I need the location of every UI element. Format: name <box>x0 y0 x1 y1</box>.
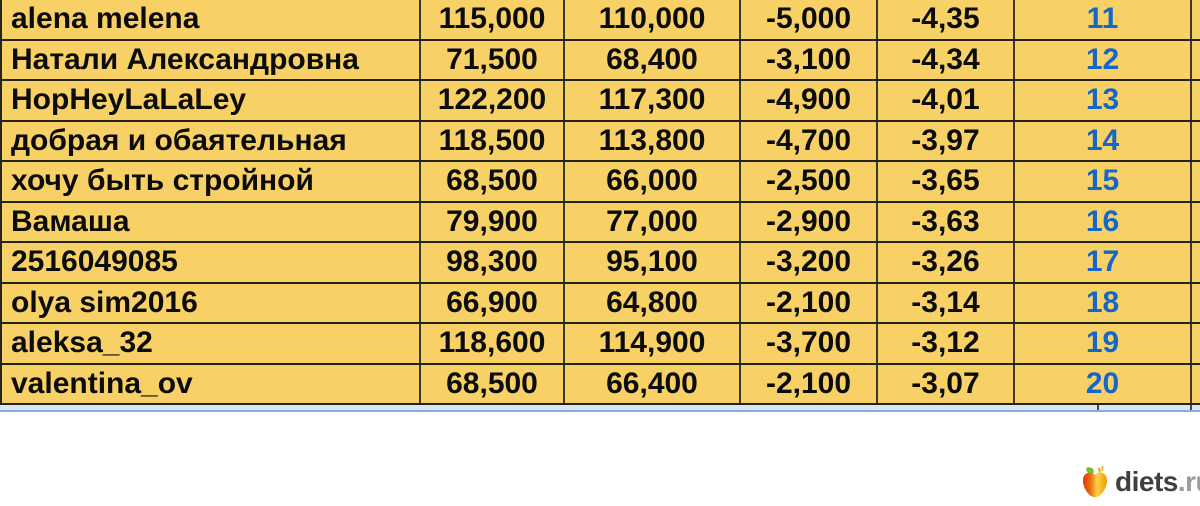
cell-percent: -3,07 <box>878 364 1015 403</box>
cell-value-1: 79,900 <box>421 202 565 241</box>
cell-username: хочу быть стройной <box>0 162 421 201</box>
cell-value-2: 110,000 <box>565 0 741 39</box>
cell-value-1: 98,300 <box>421 243 565 282</box>
cell-value-2: 95,100 <box>565 243 741 282</box>
cell-percent: -4,34 <box>878 40 1015 79</box>
cell-change: -3,700 <box>741 324 878 363</box>
cell-rank: 16 <box>1015 202 1192 241</box>
cell-rank: 11 <box>1015 0 1192 39</box>
cell-edge-sliver <box>1192 122 1200 161</box>
cell-username: добрая и обаятельная <box>0 121 421 160</box>
cell-username: valentina_ov <box>0 364 421 403</box>
cell-percent: -3,97 <box>878 121 1015 160</box>
cell-value-2: 68,400 <box>565 40 741 79</box>
cell-value-1: 115,000 <box>421 0 565 39</box>
cell-value-1: 68,500 <box>421 162 565 201</box>
cell-rank: 13 <box>1015 81 1192 120</box>
cell-value-1: 122,200 <box>421 81 565 120</box>
logo-wordmark: diets.ru <box>1115 468 1200 496</box>
table-row: aleksa_32 118,600 114,900 -3,700 -3,12 1… <box>0 324 1200 365</box>
column-border-tick <box>1097 405 1099 410</box>
cell-change: -2,500 <box>741 162 878 201</box>
cell-value-2: 66,000 <box>565 162 741 201</box>
cell-percent: -4,01 <box>878 81 1015 120</box>
cell-username: olya sim2016 <box>0 283 421 322</box>
table-row: хочу быть стройной 68,500 66,000 -2,500 … <box>0 162 1200 203</box>
next-row-sliver <box>0 405 1200 412</box>
cell-username: aleksa_32 <box>0 324 421 363</box>
cell-edge-sliver <box>1192 41 1200 80</box>
cell-value-2: 117,300 <box>565 81 741 120</box>
cell-edge-sliver <box>1192 81 1200 120</box>
cell-edge-sliver <box>1192 0 1200 39</box>
cell-change: -2,100 <box>741 283 878 322</box>
logo-tld: .ru <box>1177 466 1200 497</box>
cell-rank: 17 <box>1015 243 1192 282</box>
cell-change: -4,700 <box>741 121 878 160</box>
logo-site-name: diets <box>1115 466 1178 497</box>
cell-percent: -3,12 <box>878 324 1015 363</box>
table-row: alena melena 115,000 110,000 -5,000 -4,3… <box>0 0 1200 41</box>
cell-rank: 19 <box>1015 324 1192 363</box>
cell-edge-sliver <box>1192 203 1200 242</box>
cell-change: -3,200 <box>741 243 878 282</box>
cell-rank: 14 <box>1015 121 1192 160</box>
cell-username: HopHeyLaLaLey <box>0 81 421 120</box>
cell-edge-sliver <box>1192 365 1200 404</box>
cell-change: -3,100 <box>741 40 878 79</box>
cell-value-2: 114,900 <box>565 324 741 363</box>
cell-edge-sliver <box>1192 162 1200 201</box>
diets-ru-logo[interactable]: diets.ru <box>1078 463 1200 501</box>
apple-icon <box>1083 465 1107 498</box>
cell-percent: -3,14 <box>878 283 1015 322</box>
cell-edge-sliver <box>1192 284 1200 323</box>
cell-value-2: 64,800 <box>565 283 741 322</box>
table-row: Натали Александровна 71,500 68,400 -3,10… <box>0 40 1200 81</box>
cell-percent: -4,35 <box>878 0 1015 39</box>
cell-value-1: 71,500 <box>421 40 565 79</box>
table-row: valentina_ov 68,500 66,400 -2,100 -3,07 … <box>0 364 1200 405</box>
table-row: olya sim2016 66,900 64,800 -2,100 -3,14 … <box>0 283 1200 324</box>
cell-value-2: 66,400 <box>565 364 741 403</box>
cell-rank: 18 <box>1015 283 1192 322</box>
cell-rank: 12 <box>1015 40 1192 79</box>
cell-value-1: 118,600 <box>421 324 565 363</box>
cell-username: 2516049085 <box>0 243 421 282</box>
cell-change: -4,900 <box>741 81 878 120</box>
cell-value-1: 66,900 <box>421 283 565 322</box>
cell-username: Натали Александровна <box>0 40 421 79</box>
cell-percent: -3,65 <box>878 162 1015 201</box>
cell-percent: -3,63 <box>878 202 1015 241</box>
cell-change: -2,100 <box>741 364 878 403</box>
cell-edge-sliver <box>1192 243 1200 282</box>
cell-change: -2,900 <box>741 202 878 241</box>
cell-rank: 20 <box>1015 364 1192 403</box>
cell-edge-sliver <box>1192 324 1200 363</box>
cell-change: -5,000 <box>741 0 878 39</box>
cell-value-2: 113,800 <box>565 121 741 160</box>
column-border-tick <box>1190 405 1192 410</box>
table-row: 2516049085 98,300 95,100 -3,200 -3,26 17 <box>0 243 1200 284</box>
ranking-table: alena melena 115,000 110,000 -5,000 -4,3… <box>0 0 1200 405</box>
cell-value-1: 118,500 <box>421 121 565 160</box>
table-row: добрая и обаятельная 118,500 113,800 -4,… <box>0 121 1200 162</box>
table-row: HopHeyLaLaLey 122,200 117,300 -4,900 -4,… <box>0 81 1200 122</box>
cell-value-2: 77,000 <box>565 202 741 241</box>
cell-username: alena melena <box>0 0 421 39</box>
cell-username: Вамаша <box>0 202 421 241</box>
cell-value-1: 68,500 <box>421 364 565 403</box>
table-row: Вамаша 79,900 77,000 -2,900 -3,63 16 <box>0 202 1200 243</box>
cell-rank: 15 <box>1015 162 1192 201</box>
cell-percent: -3,26 <box>878 243 1015 282</box>
